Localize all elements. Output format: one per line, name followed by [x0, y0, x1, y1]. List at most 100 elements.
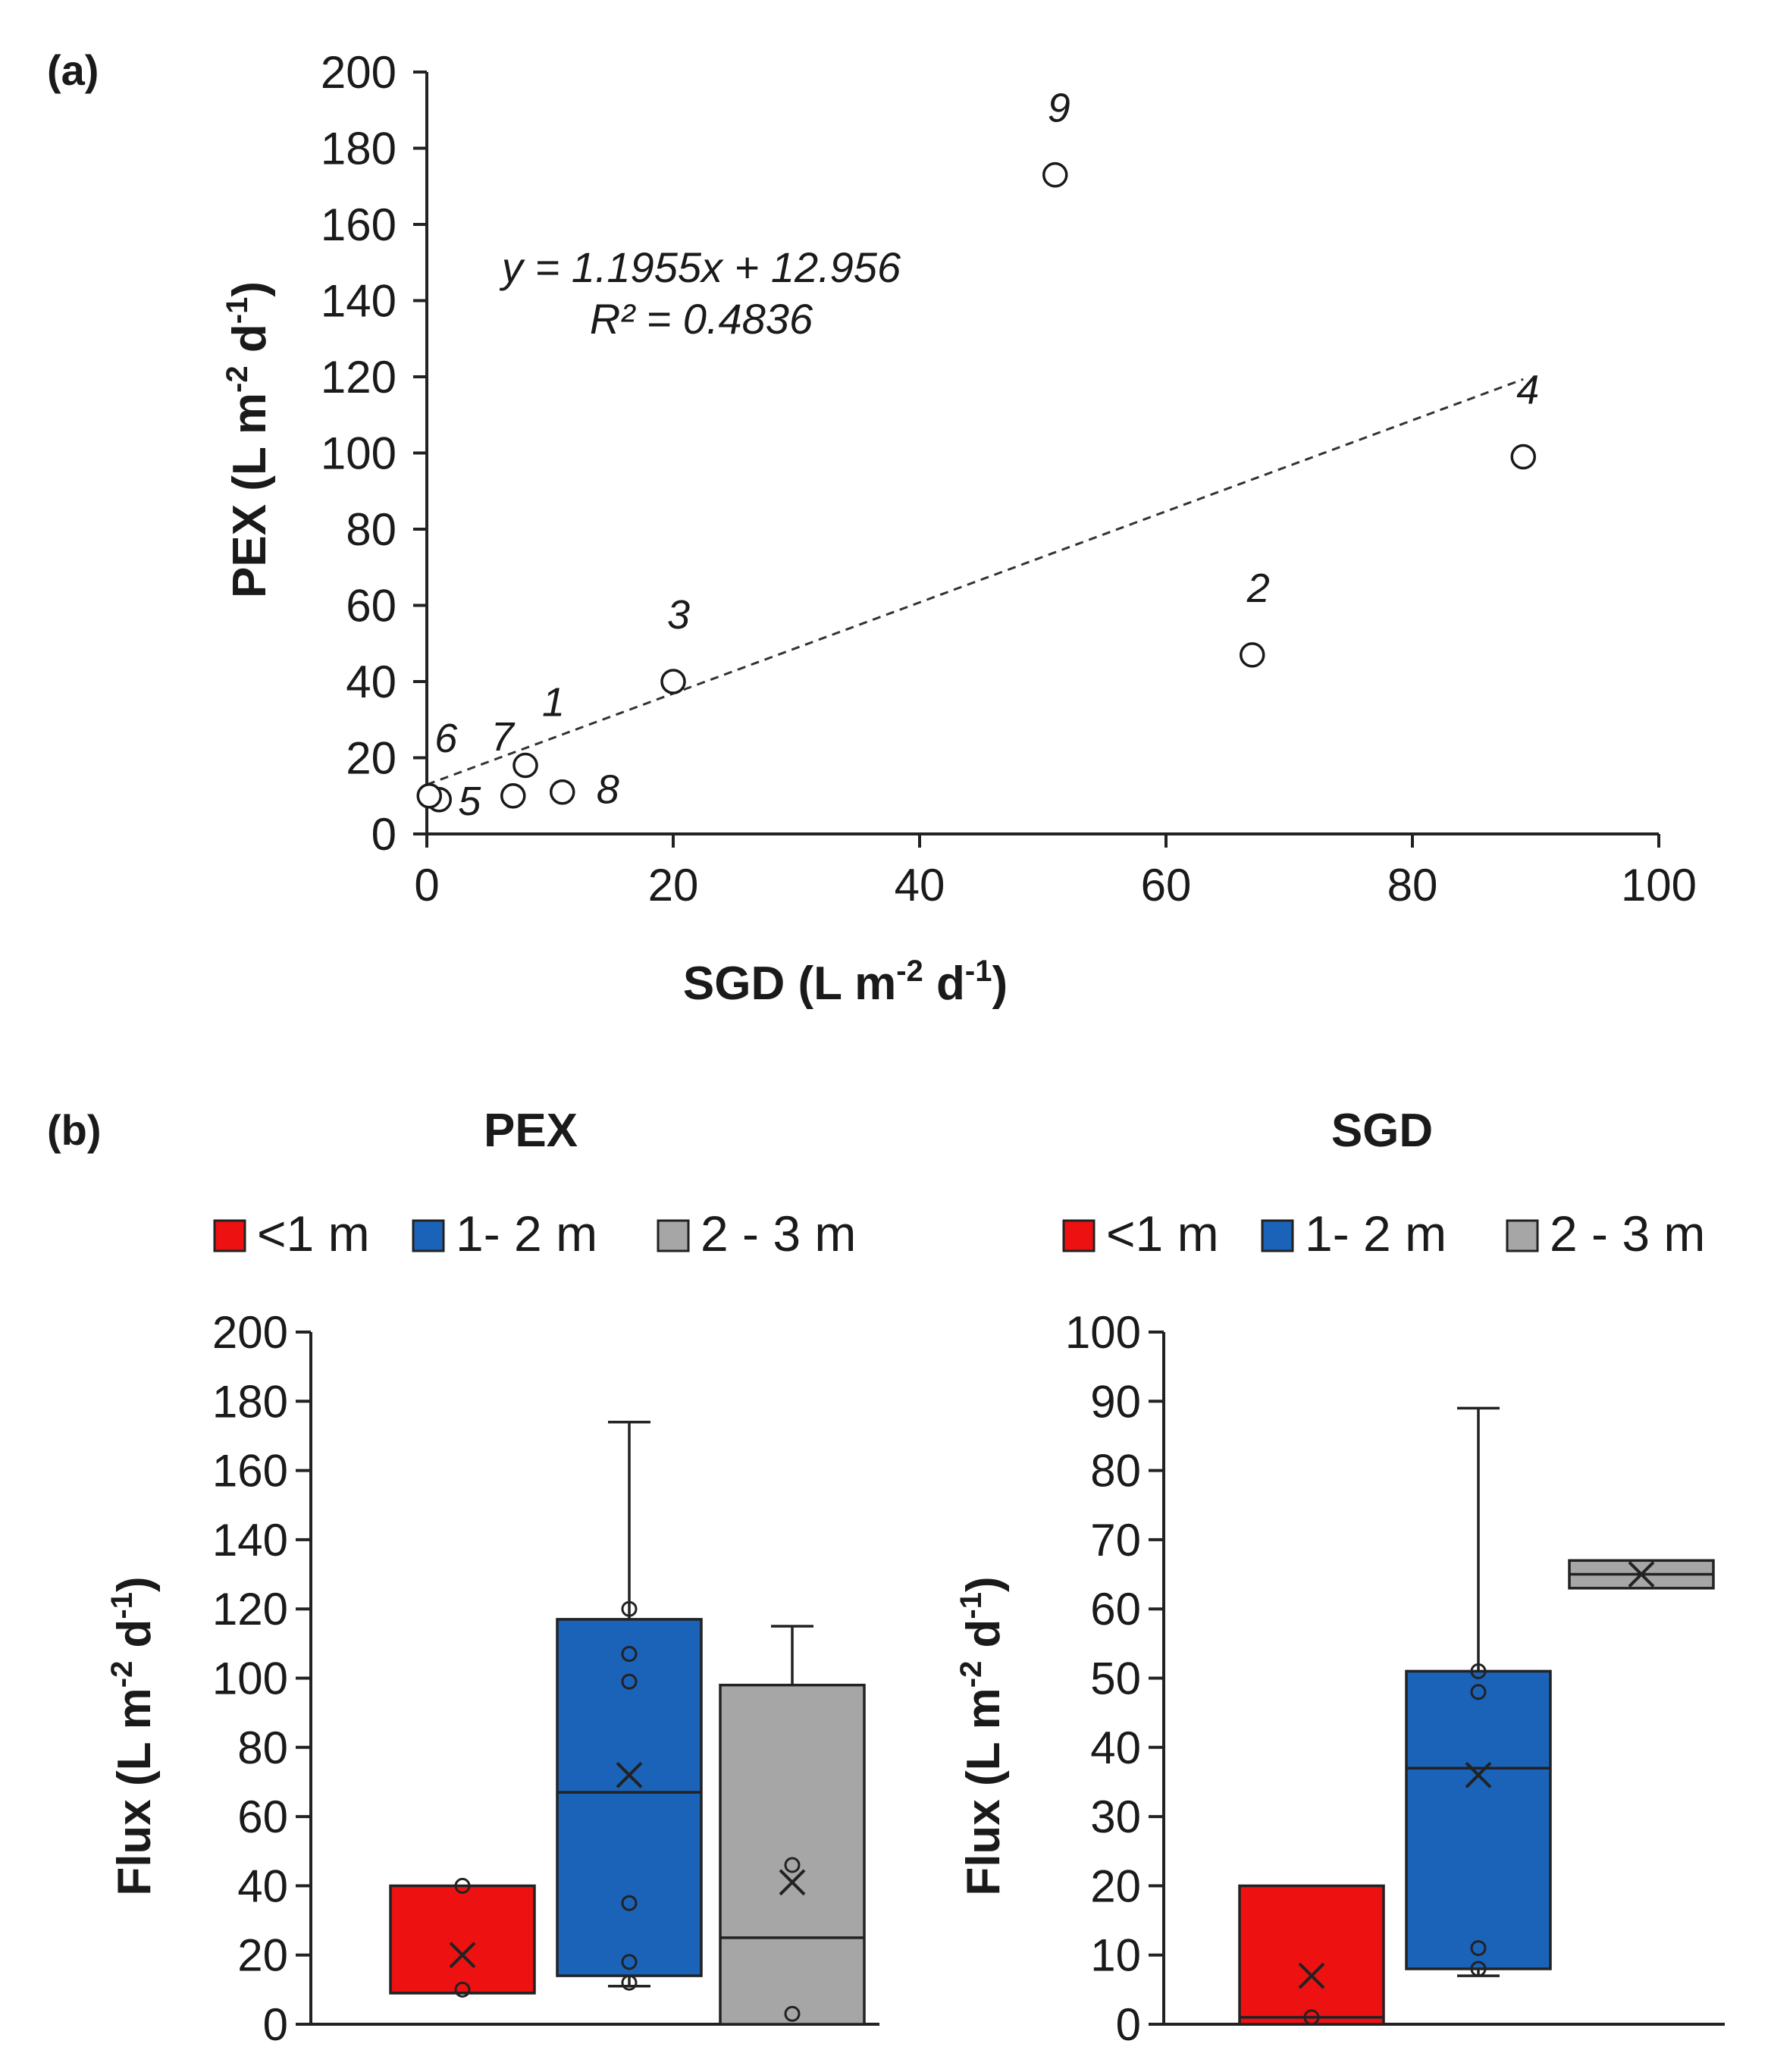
scatter-point [1510, 444, 1536, 470]
scatter-point-label: 7 [491, 714, 516, 760]
y-tick-label: 120 [212, 1584, 288, 1635]
scatter-point-label: 9 [1048, 86, 1070, 131]
x-tick-label: 100 [1621, 860, 1697, 911]
y-tick-label: 200 [321, 47, 397, 98]
legend-label: 1- 2 m [1305, 1205, 1447, 1262]
x-tick-label: 60 [1141, 860, 1192, 911]
box [556, 1618, 703, 1977]
x-tick-label: 20 [648, 860, 699, 911]
y-tick-label: 10 [1090, 1930, 1141, 1981]
legend-label: <1 m [1106, 1205, 1219, 1262]
data-point [784, 1857, 801, 1873]
sgd-y-axis-title: Flux (L m-2 d-1) [954, 1576, 1010, 1895]
scatter-point-label: 1 [542, 680, 565, 726]
legend-swatch [1261, 1219, 1294, 1252]
pex-y-axis-title-part: Flux (L m [108, 1688, 161, 1895]
y-tick-label: 20 [346, 733, 397, 784]
data-point [621, 1673, 638, 1690]
mean-marker [449, 1942, 476, 1969]
data-point [621, 1954, 638, 1970]
data-point [784, 2005, 801, 2022]
y-tick-label: 160 [212, 1446, 288, 1497]
scatter-point-label: 5 [458, 779, 481, 824]
panel-label-b: (b) [47, 1106, 102, 1154]
sgd-y-axis-title-sup: -1 [954, 1592, 988, 1619]
data-point [454, 1877, 471, 1894]
box [1238, 1884, 1385, 2026]
data-point [454, 1981, 471, 1998]
scatter-point [1240, 642, 1265, 668]
scatter-point-label: 4 [1516, 368, 1539, 413]
y-axis-title-part: d [224, 324, 276, 365]
y-tick-label: 40 [1090, 1722, 1141, 1773]
y-tick-label: 180 [321, 124, 397, 174]
x-axis-title-part: SGD (L m [683, 958, 896, 1010]
scatter-point [416, 783, 442, 809]
y-tick-label: 0 [371, 809, 397, 860]
legend-label: <1 m [257, 1205, 370, 1262]
scatter-point-label: 6 [434, 716, 458, 761]
mean-marker [1298, 1962, 1325, 1989]
box [1405, 1669, 1552, 1970]
pex-y-axis-title-sup: -1 [105, 1592, 139, 1619]
x-axis-title-part: ) [992, 958, 1008, 1010]
scatter-point [1042, 161, 1068, 188]
x-tick-label: 0 [414, 860, 439, 911]
y-tick-label: 20 [1090, 1860, 1141, 1911]
pex-y-axis-title-sup: -2 [105, 1661, 139, 1688]
pex-y-axis-title-part: ) [108, 1576, 161, 1592]
y-tick-label: 80 [1090, 1446, 1141, 1497]
y-tick-label: 30 [1090, 1791, 1141, 1842]
y-axis-title-part: PEX (L m [224, 393, 276, 598]
sgd-y-axis-title-sup: -2 [954, 1661, 988, 1688]
y-tick-label: 0 [1116, 1999, 1141, 2050]
scatter-plot-area: 0 20 40 60 80 100 120 140 160 180 200 0 20 40 60 80 100 1… [321, 47, 1697, 911]
data-point [621, 1895, 638, 1911]
data-point [621, 1600, 638, 1617]
sgd-legend: <1 m 1- 2 m 2 - 3 m [1062, 1205, 1705, 1262]
legend-swatch [412, 1219, 445, 1252]
data-point [1470, 1961, 1487, 1977]
y-axis-title-part: ) [224, 281, 276, 297]
data-point [621, 1646, 638, 1663]
x-axis-title: SGD (L m-2 d-1) [683, 954, 1008, 1010]
y-tick-label: 60 [1090, 1584, 1141, 1635]
y-tick-label: 200 [212, 1307, 288, 1358]
trendline-equation: y = 1.1955x + 12.956 [499, 243, 901, 291]
y-tick-label: 40 [346, 657, 397, 707]
pex-y-axis-title: Flux (L m-2 d-1) [105, 1576, 161, 1895]
y-tick-label: 160 [321, 199, 397, 250]
pex-box-title: PEX [484, 1105, 578, 1157]
x-tick-label: 40 [895, 860, 945, 911]
x-tick-label: 80 [1387, 860, 1438, 911]
pex-plot-area: 0 20 40 60 80 100 120 140 160 180 200 [212, 1307, 879, 2050]
data-point [1303, 2009, 1320, 2026]
y-tick-label: 140 [212, 1515, 288, 1566]
mean-marker [1628, 1561, 1655, 1588]
y-tick-label: 100 [212, 1654, 288, 1704]
y-tick-label: 0 [263, 1999, 288, 2050]
y-tick-label: 50 [1090, 1654, 1141, 1704]
x-axis-title-sup: -1 [965, 954, 992, 988]
y-tick-label: 70 [1090, 1515, 1141, 1566]
y-tick-label: 20 [237, 1930, 288, 1981]
scatter-point [512, 752, 538, 779]
scatter-point-label: 2 [1246, 566, 1270, 611]
box [389, 1884, 536, 1995]
mean-marker [616, 1761, 643, 1788]
y-tick-label: 80 [346, 504, 397, 555]
y-tick-label: 140 [321, 276, 397, 327]
scatter-point [500, 783, 526, 809]
legend-swatch [657, 1219, 690, 1252]
y-tick-label: 180 [212, 1376, 288, 1427]
y-tick-label: 80 [237, 1722, 288, 1773]
scatter-point [550, 779, 575, 805]
mean-marker [779, 1869, 806, 1896]
sgd-y-axis-title-part: ) [958, 1576, 1010, 1592]
y-axis-title-sup: -2 [221, 365, 254, 393]
sgd-plot-area: 0 10 20 30 40 50 60 70 80 90 100 [1065, 1307, 1725, 2050]
panel-label-a: (a) [47, 46, 99, 94]
data-point [1470, 1663, 1487, 1679]
